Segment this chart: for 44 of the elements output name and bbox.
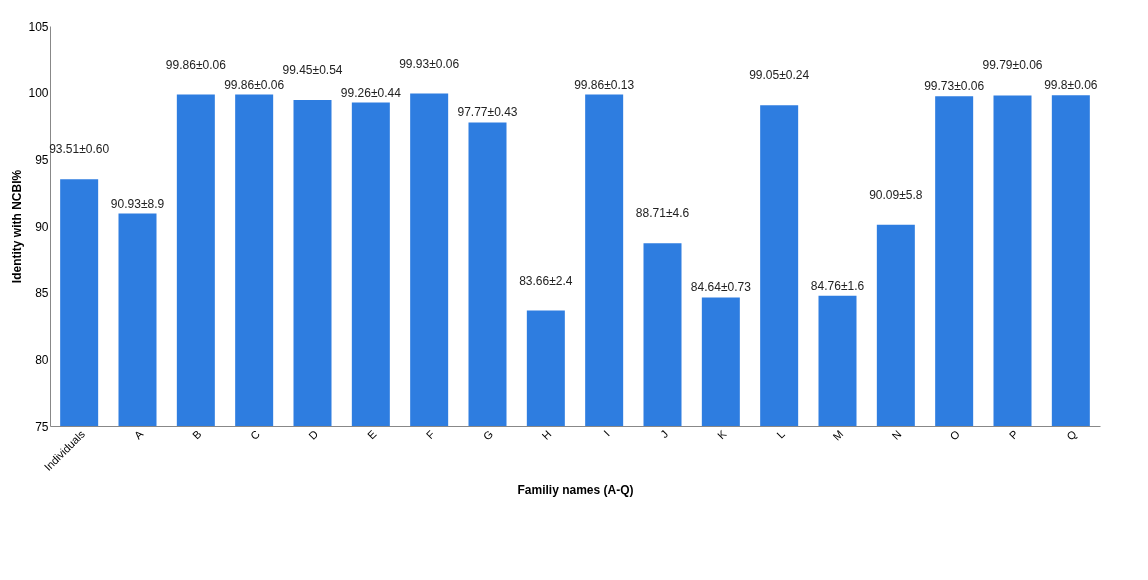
data-label: 99.93±0.06 bbox=[399, 56, 460, 71]
data-label: 83.66±2.4 bbox=[519, 273, 573, 288]
x-tick-label: F bbox=[423, 427, 438, 442]
x-tick-label: D bbox=[306, 427, 321, 442]
y-tick-label: 100 bbox=[28, 86, 49, 101]
data-label: 99.86±0.06 bbox=[224, 77, 285, 92]
x-tick-label: H bbox=[539, 427, 554, 442]
x-tick-label: E bbox=[364, 427, 379, 442]
x-tick-label: C bbox=[247, 427, 262, 442]
y-tick-label: 90 bbox=[35, 219, 49, 234]
data-label: 99.8±0.06 bbox=[1044, 78, 1098, 93]
x-tick-label: B bbox=[189, 427, 204, 442]
x-tick-label: N bbox=[889, 427, 904, 442]
y-tick-label: 105 bbox=[28, 19, 49, 34]
x-tick-label: Q bbox=[1064, 427, 1079, 443]
x-tick-label: P bbox=[1006, 427, 1021, 442]
x-tick-label: O bbox=[947, 427, 963, 443]
data-label: 93.51±0.60 bbox=[49, 142, 110, 157]
data-label: 88.71±4.6 bbox=[635, 206, 690, 221]
data-label: 99.45±0.54 bbox=[282, 63, 343, 77]
x-tick-label: G bbox=[480, 427, 496, 443]
data-label: 99.86±0.13 bbox=[574, 77, 635, 92]
x-tick-label: M bbox=[830, 427, 846, 443]
data-label: 99.26±0.44 bbox=[340, 85, 402, 100]
data-label: 90.93±8.9 bbox=[110, 196, 165, 211]
y-axis-title: Identity with NCBI% bbox=[10, 169, 25, 284]
x-tick-label: A bbox=[131, 427, 146, 442]
data-label: 84.64±0.73 bbox=[690, 280, 752, 295]
data-label: 90.09±5.8 bbox=[869, 187, 923, 202]
x-axis-title: Familiy names (A-Q) bbox=[517, 483, 634, 498]
data-label: 84.76±1.6 bbox=[810, 278, 865, 293]
data-label: 99.05±0.24 bbox=[749, 68, 810, 83]
data-label: 99.79±0.06 bbox=[982, 58, 1043, 73]
x-tick-label: L bbox=[774, 427, 787, 441]
y-tick-label: 75 bbox=[35, 419, 49, 434]
y-tick-label: 85 bbox=[35, 286, 49, 301]
y-tick-label: 80 bbox=[35, 352, 49, 367]
x-tick-label: J bbox=[657, 427, 671, 441]
x-tick-label: K bbox=[714, 427, 730, 442]
data-label: 97.77±0.43 bbox=[457, 105, 518, 120]
data-label: 99.73±0.06 bbox=[924, 79, 985, 94]
data-label: 99.86±0.06 bbox=[165, 57, 227, 72]
x-tick-label: I bbox=[601, 427, 612, 439]
y-tick-label: 95 bbox=[35, 152, 49, 167]
